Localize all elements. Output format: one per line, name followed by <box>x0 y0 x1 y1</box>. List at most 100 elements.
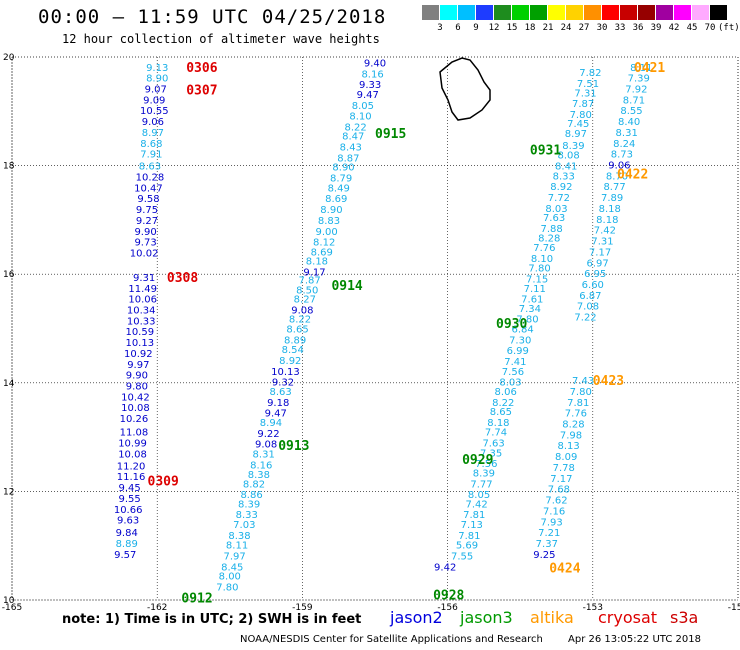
wave-height-value: 8.05 <box>352 101 374 112</box>
wave-height-value: 11.20 <box>117 461 146 472</box>
y-tick-label: 10 <box>3 596 15 606</box>
wave-height-value: 7.97 <box>224 551 246 562</box>
wave-height-value: 7.42 <box>594 226 616 237</box>
wave-height-value: 8.10 <box>349 112 371 123</box>
colorbar-label: 6 <box>455 23 461 33</box>
wave-height-value: 7.22 <box>574 313 596 324</box>
wave-height-value: 9.31 <box>133 273 155 284</box>
wave-height-value: 7.45 <box>567 119 589 130</box>
wave-height-value: 7.62 <box>545 496 567 507</box>
wave-height-value: 8.22 <box>345 123 367 134</box>
y-tick-label: 20 <box>3 53 15 63</box>
wave-height-value: 9.47 <box>265 409 287 420</box>
timestamp: Apr 26 13:05:22 UTC 2018 <box>568 634 701 645</box>
wave-height-value: 7.17 <box>550 474 572 485</box>
colorbar-swatch <box>620 5 637 20</box>
wave-height-value: 9.73 <box>134 238 156 249</box>
colorbar-swatch <box>422 5 439 20</box>
wave-height-value: 8.18 <box>306 257 328 268</box>
wave-height-value: 7.21 <box>538 528 560 539</box>
wave-height-value: 7.80 <box>570 110 592 121</box>
x-tick-label: -153 <box>583 603 603 613</box>
page-title: 00:00 — 11:59 UTC 04/25/2018 <box>38 6 387 28</box>
wave-height-value: 8.38 <box>248 470 270 481</box>
wave-height-value: 8.55 <box>620 106 642 117</box>
wave-height-value: 8.40 <box>618 117 640 128</box>
mission-altika: altika <box>530 608 574 627</box>
wave-height-value: 8.11 <box>226 541 248 552</box>
wave-height-value: 11.08 <box>120 428 149 439</box>
wave-height-value: 7.42 <box>466 499 488 510</box>
wave-height-value: 8.24 <box>613 139 635 150</box>
y-tick-label: 18 <box>3 162 15 172</box>
colorbar-swatch <box>674 5 691 20</box>
wave-height-value: 7.98 <box>560 430 582 441</box>
wave-height-value: 10.28 <box>136 172 165 183</box>
wave-height-value: 9.27 <box>136 216 158 227</box>
wave-height-value: 8.90 <box>146 74 168 85</box>
colorbar-label: 12 <box>488 23 500 33</box>
wave-height-value: 7.74 <box>485 428 507 439</box>
wave-height-value: 8.92 <box>279 356 301 367</box>
wave-height-value: 8.73 <box>611 150 633 161</box>
wave-height-value: 9.55 <box>118 494 140 505</box>
wave-height-value: 8.38 <box>228 531 250 542</box>
wave-height-value: 9.06 <box>608 161 630 172</box>
wave-height-value: 8.87 <box>337 153 359 164</box>
wave-height-value: 8.71 <box>623 95 645 106</box>
wave-height-value: 8.79 <box>330 174 352 185</box>
wave-height-value: 8.06 <box>495 387 517 398</box>
colorbar-label: 39 <box>650 23 662 33</box>
wave-height-value: 9.25 <box>533 550 555 561</box>
wave-height-value: 9.90 <box>134 227 156 238</box>
wave-height-value: 10.55 <box>140 106 169 117</box>
wave-height-value: 10.42 <box>121 392 150 403</box>
wave-height-value: 11.16 <box>117 472 146 483</box>
colorbar-label: 33 <box>614 23 626 33</box>
wave-height-value: 7.37 <box>536 539 558 550</box>
wave-height-value: 8.03 <box>545 204 567 215</box>
wave-height-value: 10.13 <box>271 367 300 378</box>
wave-height-value: 7.13 <box>461 520 483 531</box>
colorbar-label: 21 <box>542 23 554 33</box>
wave-height-value: 7.81 <box>458 531 480 542</box>
wave-height-value: 10.92 <box>124 349 153 360</box>
colorbar-swatch <box>692 5 709 20</box>
wave-height-value: 8.89 <box>284 335 306 346</box>
wave-height-value: 7.93 <box>541 517 563 528</box>
colorbar-swatch <box>710 5 727 20</box>
wave-height-value: 7.15 <box>526 275 548 286</box>
wave-height-value: 10.02 <box>130 248 159 259</box>
wave-height-value: 9.06 <box>142 117 164 128</box>
wave-height-value: 9.13 <box>146 63 168 74</box>
wave-height-value: 7.63 <box>482 439 504 450</box>
wave-height-value: 9.84 <box>116 528 138 539</box>
pass-id-label: 0424 <box>549 561 580 576</box>
pass-id-label: 0308 <box>167 271 198 286</box>
wave-height-value: 8.86 <box>240 490 262 501</box>
wave-height-value: 9.33 <box>359 80 381 91</box>
wave-height-value: 7.63 <box>543 213 565 224</box>
pass-id-label: 0421 <box>634 61 665 76</box>
x-tick-label: -150 <box>728 603 740 613</box>
mission-jason3: jason3 <box>460 608 513 627</box>
wave-height-value: 7.87 <box>299 276 321 287</box>
pass-id-label: 0914 <box>331 279 362 294</box>
wave-height-value: 7.82 <box>579 68 601 79</box>
colorbar-label: 70 <box>704 23 716 33</box>
colorbar-swatch <box>638 5 655 20</box>
wave-height-value: 8.39 <box>473 468 495 479</box>
wave-height-value: 6.97 <box>587 258 609 269</box>
x-tick-label: -159 <box>292 603 313 613</box>
wave-height-value: 9.07 <box>145 84 167 95</box>
wave-height-value: 8.47 <box>342 132 364 143</box>
wave-height-value: 8.65 <box>286 325 308 336</box>
wave-height-value: 9.45 <box>118 483 140 494</box>
wave-height-value: 7.76 <box>565 409 587 420</box>
wave-height-value: 8.92 <box>550 182 572 193</box>
wave-height-value: 7.89 <box>601 193 623 204</box>
wave-height-value: 8.39 <box>562 141 584 152</box>
wave-height-value: 7.61 <box>521 295 543 306</box>
wave-height-value: 8.70 <box>606 171 628 182</box>
